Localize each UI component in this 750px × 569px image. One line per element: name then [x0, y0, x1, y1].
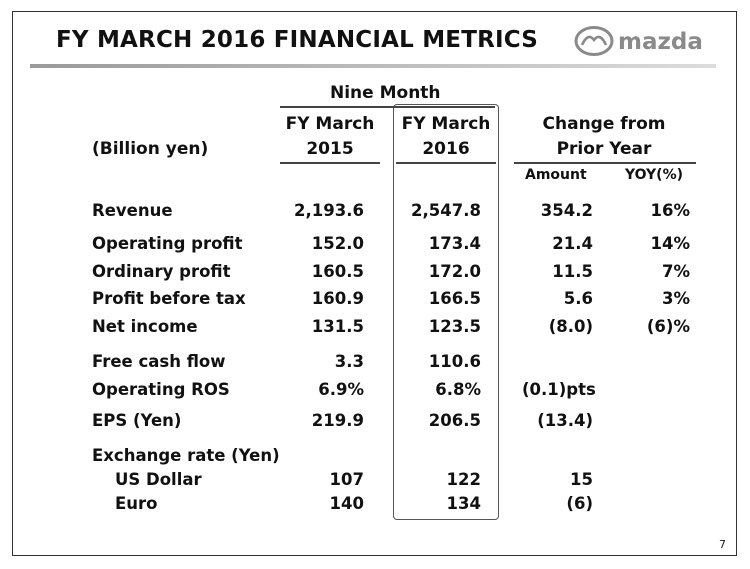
page-number: 7 — [719, 538, 726, 551]
cell-yoy: 16% — [650, 201, 691, 220]
cell-fy2016: 123.5 — [428, 317, 481, 336]
cell-fy2015: 131.5 — [311, 317, 364, 336]
cell-fy2015: 219.9 — [311, 411, 364, 430]
row-label: Profit before tax — [92, 289, 246, 308]
cell-amount: (8.0) — [548, 317, 593, 336]
row-label: EPS (Yen) — [92, 411, 182, 430]
col-yoy: YOY(%) — [625, 167, 684, 183]
cell-fy2016: 206.5 — [428, 411, 481, 430]
cell-amount: (13.4) — [537, 411, 593, 430]
cell-fy2016: 110.6 — [428, 352, 481, 371]
cell-amount: (6) — [566, 494, 593, 513]
row-label: US Dollar — [115, 470, 202, 489]
period-header-rule — [280, 106, 495, 108]
cell-fy2015: 2,193.6 — [294, 201, 364, 220]
logo-text: mazda — [618, 29, 703, 55]
cell-fy2016: 166.5 — [428, 289, 481, 308]
cell-yoy: (6)% — [646, 317, 690, 336]
fy2016-highlight-box — [393, 104, 499, 520]
col-fy2016-line1: FY March — [401, 114, 491, 134]
cell-fy2015: 107 — [329, 470, 364, 489]
mazda-logo: mazda — [574, 25, 719, 61]
row-label: Euro — [115, 494, 158, 513]
cell-yoy: 7% — [661, 262, 690, 281]
cell-fy2016: 173.4 — [428, 234, 481, 253]
unit-label: (Billion yen) — [92, 139, 209, 159]
row-label: Free cash flow — [92, 352, 226, 371]
cell-fy2015: 160.5 — [311, 262, 364, 281]
change-header-rule — [514, 162, 696, 164]
col-change-line2: Prior Year — [556, 139, 652, 159]
row-label: Revenue — [92, 201, 173, 220]
cell-amount: 5.6 — [563, 289, 593, 308]
cell-amount: 11.5 — [552, 262, 593, 281]
fy2016-header-rule — [396, 162, 496, 164]
slide-frame — [12, 11, 737, 556]
cell-amount: 354.2 — [540, 201, 593, 220]
cell-fy2016: 2,547.8 — [411, 201, 481, 220]
col-amount: Amount — [525, 167, 587, 183]
col-fy2015-line2: 2015 — [306, 139, 354, 159]
row-label: Exchange rate (Yen) — [92, 446, 280, 465]
cell-fy2016: 6.8% — [435, 380, 481, 399]
fy2015-header-rule — [280, 162, 380, 164]
cell-yoy: 14% — [650, 234, 691, 253]
col-change-line1: Change from — [542, 114, 666, 134]
cell-fy2016: 172.0 — [428, 262, 481, 281]
cell-amount: 21.4 — [552, 234, 593, 253]
cell-fy2016: 122 — [446, 470, 481, 489]
period-header: Nine Month — [330, 83, 441, 103]
cell-fy2015: 152.0 — [311, 234, 364, 253]
col-fy2015-line1: FY March — [285, 114, 375, 134]
row-label: Ordinary profit — [92, 262, 231, 281]
title-underline — [30, 64, 716, 68]
row-label: Net income — [92, 317, 198, 336]
page-title: FY MARCH 2016 FINANCIAL METRICS — [56, 27, 539, 53]
cell-fy2015: 160.9 — [311, 289, 364, 308]
cell-yoy: 3% — [661, 289, 690, 308]
row-label: Operating profit — [92, 234, 243, 253]
cell-fy2015: 140 — [329, 494, 364, 513]
cell-fy2015: 6.9% — [318, 380, 364, 399]
col-fy2016-line2: 2016 — [422, 139, 470, 159]
cell-fy2016: 134 — [446, 494, 481, 513]
cell-amount: 15 — [570, 470, 593, 489]
mazda-logo-icon: mazda — [574, 26, 703, 56]
row-label: Operating ROS — [92, 380, 230, 399]
cell-fy2015: 3.3 — [334, 352, 364, 371]
cell-amount: (0.1)pts — [522, 380, 596, 399]
